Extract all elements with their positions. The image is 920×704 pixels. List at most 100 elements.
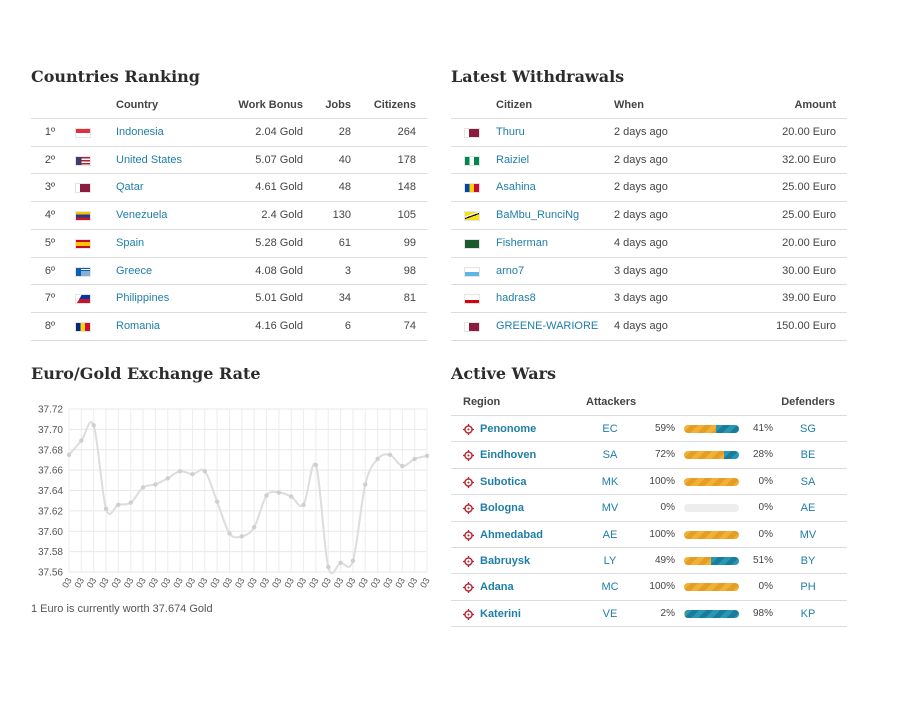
x-tick-label: 03 (307, 576, 321, 590)
attacker-link[interactable]: MC (601, 581, 619, 594)
x-tick-label: 03 (369, 576, 383, 590)
data-point (66, 452, 72, 458)
qatar-flag-icon (75, 183, 91, 194)
defender-link[interactable]: MV (799, 528, 817, 541)
x-tick-label: 03 (319, 576, 333, 590)
x-tick-label: 03 (60, 576, 74, 590)
war-region-link[interactable]: Eindhoven (480, 449, 537, 462)
x-tick-label: 03 (184, 576, 198, 590)
data-point (79, 438, 84, 443)
country-link[interactable]: Spain (116, 236, 145, 249)
citizen-link[interactable]: Asahina (496, 181, 536, 194)
attacker-link[interactable]: LY (603, 555, 617, 567)
country-link[interactable]: United States (116, 153, 183, 166)
data-point (313, 462, 319, 468)
war-region-link[interactable]: Ahmedabad (480, 528, 543, 541)
attacker-link[interactable]: AE (602, 528, 618, 541)
withdrawal-amount: 20.00 Euro (782, 236, 836, 249)
defender-link[interactable]: AE (800, 502, 816, 515)
defender-link[interactable]: BE (800, 449, 816, 462)
country-link[interactable]: Romania (116, 319, 161, 332)
countries-ranking-title: Countries Ranking (31, 67, 200, 86)
x-tick-label: 03 (122, 576, 136, 590)
citizens-value: 105 (397, 209, 416, 222)
qatar-flag-icon (464, 128, 480, 138)
war-progress-bar (684, 451, 739, 460)
withdrawal-amount: 25.00 Euro (782, 181, 836, 194)
war-region-link[interactable]: Katerini (480, 607, 521, 620)
country-link[interactable]: Greece (116, 264, 153, 277)
defender-link[interactable]: BY (800, 555, 816, 567)
data-point (91, 423, 96, 428)
exchange-rate-note: 1 Euro is currently worth 37.674 Gold (31, 603, 213, 615)
citizen-link[interactable]: Thuru (496, 126, 525, 138)
attacker-bar-fill (684, 530, 739, 539)
work-bonus-value: 5.07 Gold (255, 153, 303, 166)
citizen-link[interactable]: Raiziel (496, 153, 530, 166)
data-point (239, 534, 245, 539)
ranking-rank: 7º (44, 292, 56, 305)
defender-link[interactable]: KP (800, 607, 816, 620)
defender-percent: 28% (752, 449, 773, 461)
x-tick-label: 03 (146, 576, 160, 590)
jobs-value: 3 (344, 264, 351, 277)
country-link[interactable]: Indonesia (116, 126, 164, 138)
country-link[interactable]: Philippines (116, 292, 170, 305)
country-link[interactable]: Venezuela (116, 209, 168, 222)
attacker-link[interactable]: MK (601, 475, 619, 488)
ranking-row: 5º Spain 5.28 Gold 61 99 (31, 228, 427, 257)
war-progress-bar (684, 530, 739, 539)
latest-withdrawals-panel: Latest Withdrawals Citizen When Amount T… (451, 67, 847, 347)
defender-percent: 0% (758, 502, 773, 514)
crosshair-icon (463, 529, 474, 541)
x-tick-label: 03 (245, 576, 259, 590)
exchange-rate-line (68, 421, 428, 575)
ranking-row: 7º Philippines 5.01 Gold 34 81 (31, 284, 427, 312)
defender-bar-fill (716, 425, 739, 433)
war-region-link[interactable]: Babruysk (480, 555, 531, 567)
attacker-link[interactable]: MV (601, 502, 619, 515)
indonesia-flag-icon (75, 128, 91, 138)
attacker-bar-fill (684, 425, 717, 433)
ranking-rank: 8º (44, 319, 56, 332)
attacker-bar-fill (684, 583, 739, 592)
defender-link[interactable]: PH (800, 581, 816, 594)
ranking-row: 2º United States 5.07 Gold 40 178 (31, 145, 427, 174)
war-region-link[interactable]: Adana (480, 581, 514, 594)
citizen-link[interactable]: arno7 (496, 264, 525, 277)
romania-flag-icon (75, 321, 91, 332)
greece-flag-icon (75, 266, 91, 277)
citizen-link[interactable]: GREENE-WARIORE (496, 319, 599, 332)
war-region-link[interactable]: Bologna (480, 502, 524, 515)
defender-percent: 98% (752, 607, 773, 619)
x-tick-label: 03 (85, 576, 99, 590)
attacker-link[interactable]: EC (602, 423, 618, 435)
venezuela-flag-icon (75, 211, 91, 222)
attacker-link[interactable]: SA (602, 449, 618, 462)
war-region-link[interactable]: Penonome (480, 423, 537, 435)
war-row: Katerini VE 2% 98% KP (451, 599, 847, 627)
y-tick-label: 37.60 (38, 527, 63, 538)
jobs-value: 34 (338, 292, 351, 305)
y-tick-label: 37.58 (38, 547, 63, 558)
data-point (128, 500, 133, 505)
citizen-link[interactable]: Fisherman (496, 236, 548, 249)
latest-withdrawals-title: Latest Withdrawals (451, 67, 625, 86)
x-tick-label: 03 (393, 576, 407, 590)
exchange-rate-panel: Euro/Gold Exchange Rate 37.72 37.70 37.68 3… (31, 364, 431, 624)
attacker-link[interactable]: VE (602, 607, 618, 620)
table-bottom-border (451, 626, 847, 628)
war-region-link[interactable]: Subotica (480, 475, 527, 488)
citizens-value: 264 (397, 126, 416, 138)
defender-link[interactable]: SG (800, 423, 816, 435)
citizen-link[interactable]: hadras8 (496, 292, 536, 305)
x-tick-label: 03 (406, 576, 420, 590)
country-link[interactable]: Qatar (116, 181, 144, 194)
ranking-row: 4º Venezuela 2.4 Gold 130 105 (31, 201, 427, 229)
data-point (202, 468, 207, 474)
x-tick-label: 03 (159, 576, 173, 590)
citizens-value: 99 (403, 236, 416, 249)
x-tick-label: 03 (171, 576, 185, 590)
defender-link[interactable]: SA (800, 475, 816, 488)
citizen-link[interactable]: BaMbu_RunciNg (496, 209, 580, 222)
